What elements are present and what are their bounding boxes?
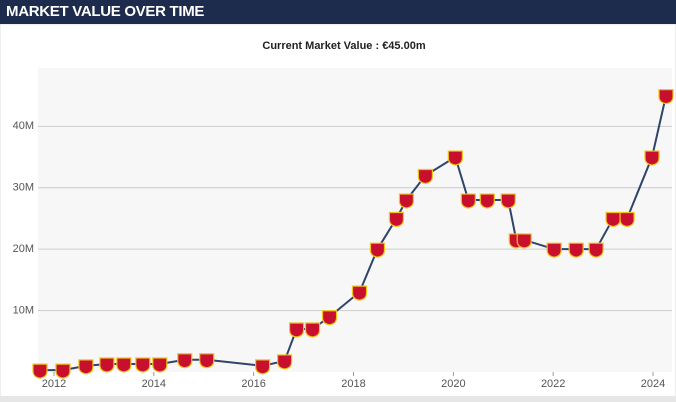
marker xyxy=(658,89,674,105)
marker xyxy=(388,211,405,228)
marker xyxy=(369,242,386,258)
marker xyxy=(516,233,532,249)
chart-title: Current Market Value : €45.00m xyxy=(262,40,425,52)
y-tick-label: 20M xyxy=(13,243,34,255)
marker xyxy=(605,211,621,228)
footer-strip xyxy=(0,396,676,402)
x-tick-label: 2022 xyxy=(541,378,565,390)
marker xyxy=(255,359,271,375)
marker xyxy=(479,193,495,209)
y-tick-label: 40M xyxy=(13,120,34,132)
y-tick-label: 10M xyxy=(13,304,34,316)
marker xyxy=(588,242,604,258)
marker xyxy=(32,363,48,379)
marker xyxy=(288,322,305,338)
marker xyxy=(417,168,433,185)
marker xyxy=(398,193,415,209)
x-tick-label: 2020 xyxy=(441,378,465,390)
marker xyxy=(321,310,338,326)
x-tick-label: 2012 xyxy=(42,378,66,390)
marker xyxy=(116,357,132,373)
marker xyxy=(177,353,193,369)
chart: Current Market Value : €45.00m 10M 20M 30M… xyxy=(0,24,676,402)
marker xyxy=(78,359,94,375)
marker xyxy=(644,150,660,166)
x-tick-label: 2016 xyxy=(241,378,265,390)
x-tick-label: 2018 xyxy=(341,378,365,390)
marker xyxy=(460,193,476,209)
marker xyxy=(568,242,584,258)
marker xyxy=(99,357,115,373)
x-tick-label: 2014 xyxy=(142,378,166,390)
marker xyxy=(447,150,463,166)
marker xyxy=(546,242,562,258)
plot-area xyxy=(38,68,672,372)
y-tick-label: 30M xyxy=(13,182,34,194)
marker xyxy=(199,353,215,369)
marker xyxy=(277,354,293,370)
marker xyxy=(351,285,368,301)
marker xyxy=(135,357,151,373)
x-tick-label: 2024 xyxy=(641,378,665,390)
marker xyxy=(55,363,71,379)
marker xyxy=(500,193,516,209)
header-title: MARKET VALUE OVER TIME xyxy=(0,0,676,24)
marker xyxy=(619,211,635,228)
marker xyxy=(304,322,321,338)
marker xyxy=(152,357,168,373)
